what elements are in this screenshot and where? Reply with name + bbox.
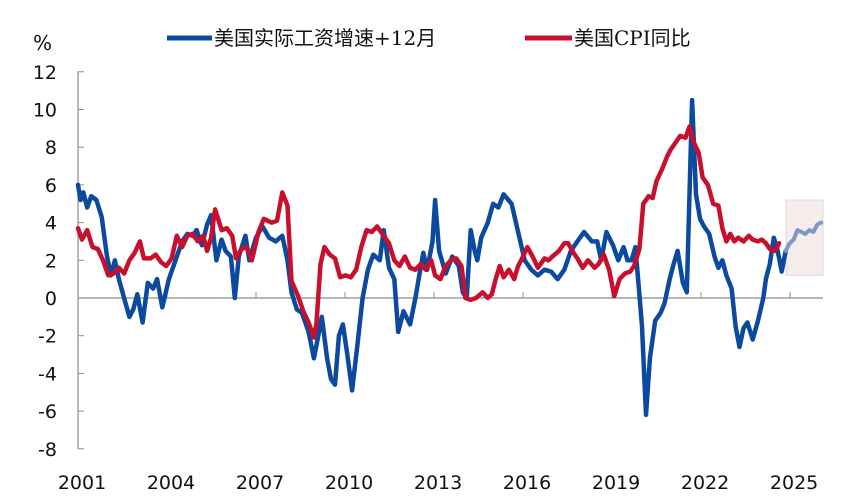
legend-item-cpi: 美国CPI同比 xyxy=(525,26,691,50)
x-tick-label: 2025 xyxy=(770,472,818,494)
x-tick-label: 2019 xyxy=(592,472,640,494)
y-tick-label: 2 xyxy=(45,250,57,272)
y-tick-label: 6 xyxy=(45,175,57,197)
y-tick-label: -4 xyxy=(38,363,57,385)
y-tick-label: -8 xyxy=(38,439,57,461)
legend-item-wage: 美国实际工资增速+12月 xyxy=(167,26,436,50)
y-tick-label: 4 xyxy=(45,213,57,235)
series-wage-growth xyxy=(75,97,788,418)
projection-box xyxy=(785,199,824,276)
x-tick-label: 2004 xyxy=(147,472,195,494)
y-tick-label: -2 xyxy=(38,326,57,348)
x-tick-label: 2007 xyxy=(236,472,284,494)
series-wage-projection xyxy=(783,220,824,253)
x-tick-label: 2016 xyxy=(503,472,551,494)
y-tick-label: -6 xyxy=(38,401,57,423)
x-tick-label: 2010 xyxy=(325,472,373,494)
series-lines xyxy=(75,97,824,418)
y-tick-label: 10 xyxy=(33,100,57,122)
legend-label-wage: 美国实际工资增速+12月 xyxy=(214,26,436,50)
y-tick-label: 8 xyxy=(45,137,57,159)
x-tick-label: 2013 xyxy=(414,472,462,494)
y-axis-unit: % xyxy=(33,31,52,55)
y-tick-label: 12 xyxy=(33,62,57,84)
legend-label-cpi: 美国CPI同比 xyxy=(574,26,691,50)
legend: 美国实际工资增速+12月 美国CPI同比 xyxy=(167,26,691,50)
projection-shade xyxy=(785,199,824,276)
y-tick-label: 0 xyxy=(45,288,57,310)
series-cpi-yoy xyxy=(75,124,782,340)
x-tick-label: 2022 xyxy=(681,472,729,494)
x-tick-label: 2001 xyxy=(58,472,106,494)
